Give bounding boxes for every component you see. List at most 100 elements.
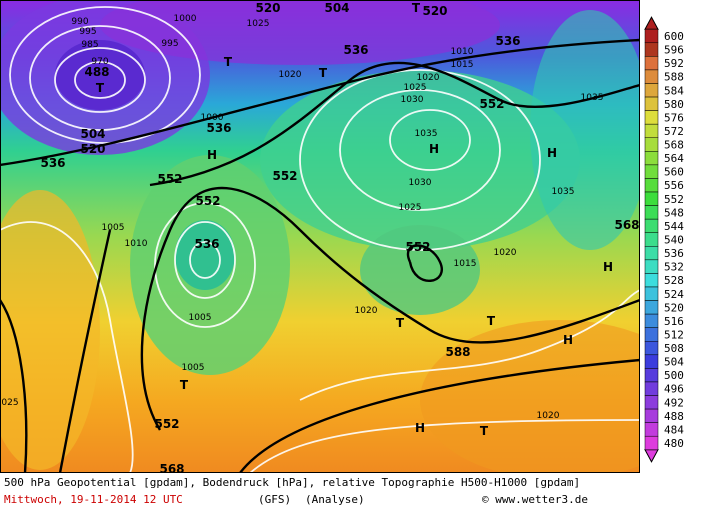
colorbar-swatch <box>644 300 659 315</box>
colorbar-label: 576 <box>664 111 684 124</box>
colorbar-swatch <box>644 28 659 44</box>
contour-label: 1005 <box>182 363 205 373</box>
colorbar-label: 540 <box>664 234 684 247</box>
colorbar-swatch <box>644 381 659 396</box>
colorbar-label: 484 <box>664 423 684 436</box>
contour-label: 1025 <box>399 203 422 213</box>
caption-source: © www.wetter3.de <box>482 493 588 506</box>
contour-label: 1020 <box>417 73 440 83</box>
colorbar-label: 520 <box>664 301 684 314</box>
colorbar-label: 584 <box>664 84 684 97</box>
contour-label: 520 <box>80 142 105 156</box>
colorbar-label: 600 <box>664 30 684 43</box>
contour-label: 1000 <box>174 14 197 24</box>
colorbar-swatch <box>644 191 659 206</box>
colorbar-swatch <box>644 110 659 125</box>
colorbar-label: 596 <box>664 44 684 57</box>
caption-model: (GFS) <box>258 493 291 506</box>
contour-label: 1035 <box>415 129 438 139</box>
contour-label: H <box>547 146 557 160</box>
contour-label: 025 <box>1 398 18 408</box>
colorbar-swatch <box>644 205 659 220</box>
contour-label: 985 <box>81 40 98 50</box>
contour-label: 1010 <box>451 47 474 57</box>
contour-label: 1010 <box>125 239 148 249</box>
colorbar-label: 496 <box>664 383 684 396</box>
colorbar-swatch <box>644 259 659 274</box>
contour-label: 1020 <box>494 248 517 258</box>
contour-label: 1020 <box>537 411 560 421</box>
map-area <box>0 0 640 473</box>
contour-label: T <box>319 66 328 80</box>
contour-label: 1020 <box>279 70 302 80</box>
colorbar-label: 500 <box>664 369 684 382</box>
contour-label: H <box>603 260 613 274</box>
contour-label: H <box>563 333 573 347</box>
contour-label: 536 <box>495 34 520 48</box>
contour-label: 1000 <box>201 113 224 123</box>
contour-label: 536 <box>343 43 368 57</box>
colorbar-swatch <box>644 178 659 193</box>
caption-type: (Analyse) <box>305 493 365 506</box>
colorbar-label: 564 <box>664 152 684 165</box>
contour-label: T <box>487 314 496 328</box>
colorbar-label: 548 <box>664 206 684 219</box>
contour-label: 504 <box>324 1 349 15</box>
contour-label: 1020 <box>355 306 378 316</box>
contour-label: 552 <box>195 194 220 208</box>
colorbar-arrow <box>644 16 659 30</box>
colorbar-swatch <box>644 69 659 84</box>
contour-label: 552 <box>479 97 504 111</box>
contour-label: 1015 <box>451 60 474 70</box>
colorbar-label: 512 <box>664 328 684 341</box>
colorbar-swatch <box>644 151 659 166</box>
colorbar-swatch <box>644 408 659 423</box>
contour-label: 1035 <box>581 93 604 103</box>
colorbar-swatch <box>644 286 659 301</box>
contour-label: T <box>412 1 421 15</box>
contour-label: 488 <box>84 65 109 79</box>
colorbar-label: 532 <box>664 261 684 274</box>
contour-label: 520 <box>422 4 447 18</box>
contour-label: 520 <box>255 1 280 15</box>
contour-label: T <box>224 55 233 69</box>
colorbar-arrow <box>644 449 659 463</box>
contour-label: 1030 <box>409 178 432 188</box>
contour-label: T <box>396 316 405 330</box>
colorbar-label: 552 <box>664 193 684 206</box>
contour-label: T <box>96 81 105 95</box>
contour-label: 536 <box>194 237 219 251</box>
colorbar-swatch <box>644 83 659 98</box>
contour-label: H <box>429 142 439 156</box>
colorbar-label: 580 <box>664 98 684 111</box>
contour-label: 1005 <box>102 223 125 233</box>
contour-label: 536 <box>40 156 65 170</box>
colorbar-swatch <box>644 313 659 328</box>
contour-label: 568 <box>159 462 184 476</box>
contour-label: 552 <box>157 172 182 186</box>
colorbar-swatch <box>644 354 659 369</box>
colorbar-label: 544 <box>664 220 684 233</box>
colorbar-label: 480 <box>664 437 684 450</box>
contour-label: 995 <box>161 39 178 49</box>
contour-label: 1025 <box>404 83 427 93</box>
colorbar-swatch <box>644 42 659 57</box>
colorbar-swatch <box>644 218 659 233</box>
contour-label: 568 <box>614 218 639 232</box>
contour-label: T <box>180 378 189 392</box>
contour-label: 1035 <box>552 187 575 197</box>
colorbar-label: 488 <box>664 410 684 423</box>
contour-label: 504 <box>80 127 105 141</box>
colorbar-swatch <box>644 435 659 451</box>
contour-label: 995 <box>79 27 96 37</box>
contour-label: H <box>207 148 217 162</box>
colorbar-label: 568 <box>664 139 684 152</box>
contour-label: 1005 <box>189 313 212 323</box>
colorbar-label: 572 <box>664 125 684 138</box>
colorbar-swatch <box>644 56 659 71</box>
colorbar-swatch <box>644 327 659 342</box>
colorbar-label: 516 <box>664 315 684 328</box>
